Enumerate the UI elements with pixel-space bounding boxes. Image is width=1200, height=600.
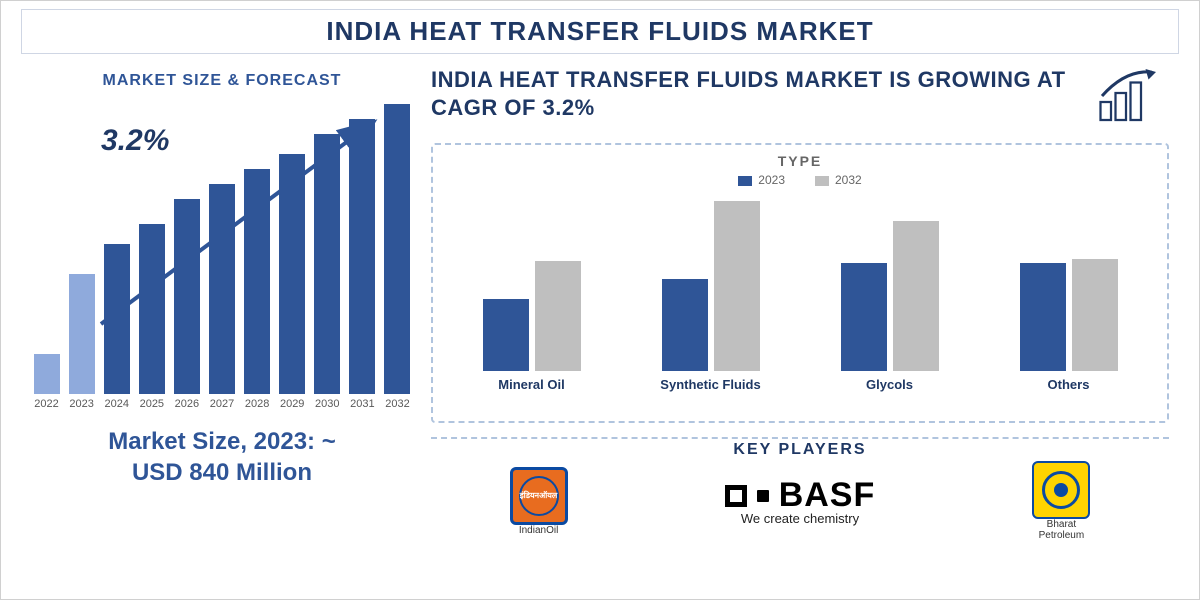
forecast-bar: 2029 <box>277 154 308 410</box>
type-group: Synthetic Fluids <box>636 201 785 392</box>
type-panel: TYPE 2023 2032 Mineral OilSynthetic Flui… <box>431 143 1169 423</box>
forecast-bar: 2031 <box>347 119 378 410</box>
legend-item-2032: 2032 <box>815 173 862 187</box>
basf-square-icon <box>725 485 747 507</box>
type-panel-title: TYPE <box>447 153 1153 169</box>
market-size-text: Market Size, 2023: ~ USD 840 Million <box>31 426 413 488</box>
basf-dot-icon <box>757 490 769 502</box>
logo-caption: BharatPetroleum <box>1039 519 1085 541</box>
type-group: Others <box>994 201 1143 392</box>
forecast-bar: 2025 <box>136 224 167 410</box>
logo-bharat-petroleum: BharatPetroleum <box>1032 461 1090 541</box>
forecast-bar: 2027 <box>206 184 237 410</box>
basf-tagline: We create chemistry <box>741 511 859 526</box>
title-bar: INDIA HEAT TRANSFER FLUIDS MARKET <box>21 9 1179 54</box>
forecast-label: MARKET SIZE & FORECAST <box>31 72 413 90</box>
market-size-line2: USD 840 Million <box>132 459 312 486</box>
key-players-row: इंडियनऑयल IndianOil BASF We create chemi… <box>431 461 1169 541</box>
type-grouped-bars: Mineral OilSynthetic FluidsGlycolsOthers <box>447 197 1153 392</box>
content-row: MARKET SIZE & FORECAST 3.2% 202220232024… <box>1 54 1199 594</box>
type-group: Glycols <box>815 201 964 392</box>
logo-caption: IndianOil <box>519 525 558 536</box>
basf-wordmark: BASF <box>779 476 876 515</box>
type-legend: 2023 2032 <box>447 173 1153 187</box>
forecast-bar: 2026 <box>171 199 202 410</box>
logo-basf: BASF We create chemistry <box>725 476 876 526</box>
type-group: Mineral Oil <box>457 201 606 392</box>
legend-item-2023: 2023 <box>738 173 785 187</box>
growth-chart-icon <box>1089 66 1169 131</box>
market-size-line1: Market Size, 2023: ~ <box>108 428 335 455</box>
forecast-bar: 2023 <box>66 274 97 410</box>
headline-row: INDIA HEAT TRANSFER FLUIDS MARKET IS GRO… <box>431 66 1169 131</box>
forecast-bar: 2022 <box>31 354 62 410</box>
key-players-section: KEY PLAYERS इंडियनऑयल IndianOil <box>431 437 1169 541</box>
forecast-bar: 2030 <box>312 134 343 410</box>
forecast-bar: 2028 <box>242 169 273 410</box>
forecast-bar: 2032 <box>382 104 413 410</box>
forecast-bar: 2024 <box>101 244 132 410</box>
left-panel: MARKET SIZE & FORECAST 3.2% 202220232024… <box>1 54 421 594</box>
right-panel: INDIA HEAT TRANSFER FLUIDS MARKET IS GRO… <box>421 54 1199 594</box>
page-title: INDIA HEAT TRANSFER FLUIDS MARKET <box>22 16 1178 47</box>
headline-text: INDIA HEAT TRANSFER FLUIDS MARKET IS GRO… <box>431 66 1069 121</box>
forecast-bar-chart: 2022202320242025202620272028202920302031… <box>31 110 413 410</box>
key-players-title: KEY PLAYERS <box>431 441 1169 459</box>
logo-indianoil: इंडियनऑयल IndianOil <box>510 467 568 536</box>
